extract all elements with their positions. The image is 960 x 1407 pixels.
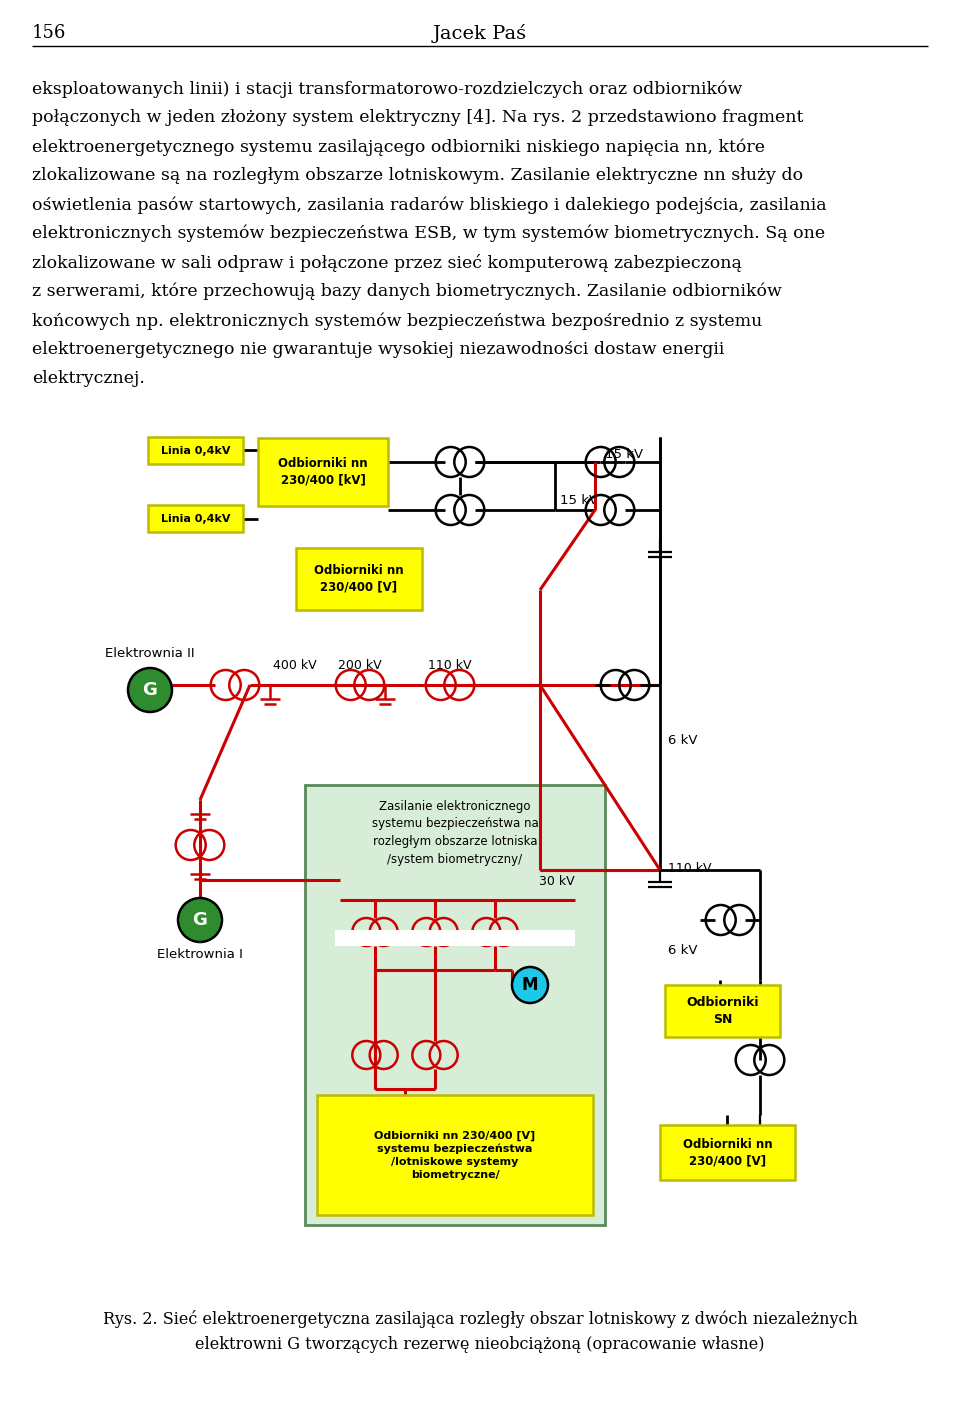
Bar bbox=[305, 785, 605, 1225]
Bar bbox=[335, 930, 575, 946]
Text: 15 kV: 15 kV bbox=[560, 494, 598, 507]
Text: M: M bbox=[396, 1140, 413, 1158]
Text: Odbiorniki nn
230/400 [V]: Odbiorniki nn 230/400 [V] bbox=[683, 1138, 772, 1168]
Text: G: G bbox=[143, 681, 157, 699]
Text: końcowych np. elektronicznych systemów bezpieczeństwa bezpośrednio z systemu: końcowych np. elektronicznych systemów b… bbox=[32, 312, 762, 329]
Text: Rys. 2. Sieć elektroenergetyczna zasilająca rozległy obszar lotniskowy z dwóch n: Rys. 2. Sieć elektroenergetyczna zasilaj… bbox=[103, 1310, 857, 1328]
Text: Jacek Paś: Jacek Paś bbox=[433, 24, 527, 44]
Text: elektrycznej.: elektrycznej. bbox=[32, 370, 145, 387]
Text: 6 kV: 6 kV bbox=[668, 944, 698, 957]
Text: G: G bbox=[193, 910, 207, 929]
Text: Linia 0,4kV: Linia 0,4kV bbox=[160, 446, 230, 456]
Text: 6 kV: 6 kV bbox=[668, 733, 698, 747]
Text: eksploatowanych linii) i stacji transformatorowo-rozdzielczych oraz odbiorników: eksploatowanych linii) i stacji transfor… bbox=[32, 80, 742, 97]
Text: Odbiorniki nn
230/400 [V]: Odbiorniki nn 230/400 [V] bbox=[314, 564, 404, 594]
Text: 400 kV: 400 kV bbox=[274, 658, 317, 673]
Circle shape bbox=[128, 668, 172, 712]
Text: 15 kV: 15 kV bbox=[605, 449, 643, 461]
Bar bbox=[317, 1095, 593, 1216]
Text: oświetlenia pasów startowych, zasilania radarów bliskiego i dalekiego podejścia,: oświetlenia pasów startowych, zasilania … bbox=[32, 196, 827, 214]
Text: Odbiorniki nn
230/400 [kV]: Odbiorniki nn 230/400 [kV] bbox=[278, 457, 368, 487]
Bar bbox=[660, 1126, 795, 1180]
Text: zlokalizowane są na rozległym obszarze lotniskowym. Zasilanie elektryczne nn słu: zlokalizowane są na rozległym obszarze l… bbox=[32, 167, 804, 184]
Bar bbox=[665, 985, 780, 1037]
Circle shape bbox=[512, 967, 548, 1003]
Bar bbox=[296, 547, 422, 611]
Text: Zasilanie elektronicznego
systemu bezpieczeństwa na
rozległym obszarze lotniska
: Zasilanie elektronicznego systemu bezpie… bbox=[372, 801, 539, 865]
Text: Odbiorniki
SN: Odbiorniki SN bbox=[686, 996, 758, 1026]
Text: elektroenergetycznego nie gwarantuje wysokiej niezawodności dostaw energii: elektroenergetycznego nie gwarantuje wys… bbox=[32, 340, 725, 357]
Text: Elektrownia I: Elektrownia I bbox=[157, 948, 243, 961]
Bar bbox=[148, 438, 243, 464]
Text: 110 kV: 110 kV bbox=[668, 861, 711, 875]
Text: Elektrownia II: Elektrownia II bbox=[106, 647, 195, 660]
Text: 30 kV: 30 kV bbox=[540, 875, 575, 888]
Text: Linia 0,4kV: Linia 0,4kV bbox=[160, 514, 230, 523]
Text: elektrowni G tworzących rezerwę nieobciążoną (opracowanie własne): elektrowni G tworzących rezerwę nieobcią… bbox=[195, 1337, 765, 1354]
Circle shape bbox=[178, 898, 222, 943]
Text: 110 kV: 110 kV bbox=[428, 658, 471, 673]
Text: elektroenergetycznego systemu zasilającego odbiorniki niskiego napięcia nn, któr: elektroenergetycznego systemu zasilające… bbox=[32, 138, 765, 156]
Text: z serwerami, które przechowują bazy danych biometrycznych. Zasilanie odbiorników: z serwerami, które przechowują bazy dany… bbox=[32, 283, 781, 301]
Text: 156: 156 bbox=[32, 24, 66, 42]
Text: M: M bbox=[521, 976, 539, 993]
Circle shape bbox=[387, 1131, 423, 1166]
Bar bbox=[258, 438, 388, 507]
Bar bbox=[148, 505, 243, 532]
Text: zlokalizowane w sali odpraw i połączone przez sieć komputerową zabezpieczoną: zlokalizowane w sali odpraw i połączone … bbox=[32, 255, 742, 272]
Text: 200 kV: 200 kV bbox=[338, 658, 382, 673]
Text: Odbiorniki nn 230/400 [V]
systemu bezpieczeństwa
/lotniskowe systemy
biometryczn: Odbiorniki nn 230/400 [V] systemu bezpie… bbox=[374, 1130, 536, 1179]
Text: połączonych w jeden złożony system elektryczny [4]. Na rys. 2 przedstawiono frag: połączonych w jeden złożony system elekt… bbox=[32, 108, 804, 127]
Text: elektronicznych systemów bezpieczeństwa ESB, w tym systemów biometrycznych. Są o: elektronicznych systemów bezpieczeństwa … bbox=[32, 225, 826, 242]
